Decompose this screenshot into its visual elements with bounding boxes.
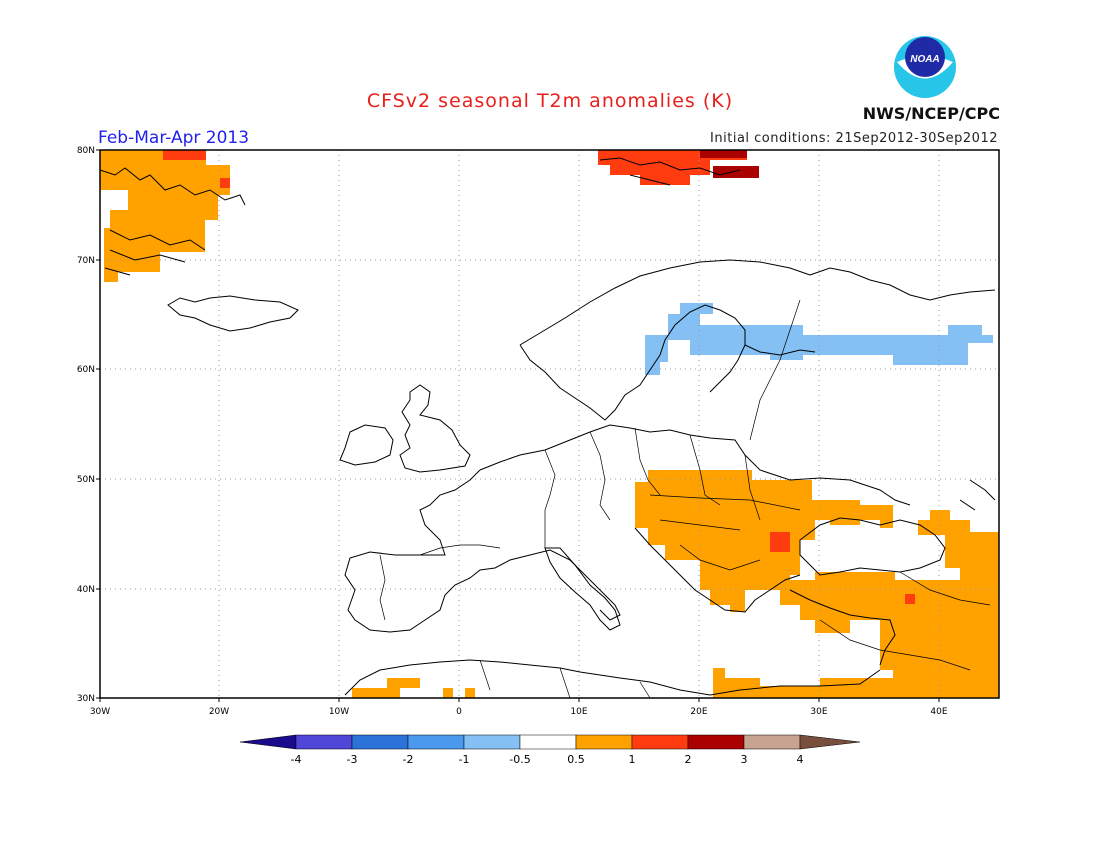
black-sea-coast bbox=[799, 517, 946, 576]
lat-label: 50N bbox=[77, 475, 95, 485]
british-isles-coast bbox=[399, 384, 471, 473]
colorbar bbox=[239, 734, 861, 750]
noaa-logo-text: NOAA bbox=[910, 54, 939, 65]
finland-russia-coast bbox=[744, 267, 996, 356]
colorbar-label: 3 bbox=[741, 753, 748, 766]
greenland-coast bbox=[99, 167, 246, 276]
colorbar-label: -4 bbox=[291, 753, 302, 766]
lon-label: 30W bbox=[90, 707, 110, 717]
lon-label: 20E bbox=[690, 707, 707, 717]
lat-label: 80N bbox=[77, 146, 95, 156]
colorbar-segment bbox=[799, 734, 861, 750]
colorbar-labels: -4 -3 -2 -1 -0.5 0.5 1 2 3 4 bbox=[291, 753, 804, 766]
lon-label: 30E bbox=[810, 707, 827, 717]
agency-label: NWS/NCEP/CPC bbox=[862, 104, 1000, 123]
colorbar-segment bbox=[631, 734, 689, 750]
colorbar-segment bbox=[575, 734, 633, 750]
anomaly-greenland bbox=[100, 150, 230, 282]
anomaly-shading bbox=[100, 150, 999, 698]
colorbar-label: 0.5 bbox=[567, 753, 585, 766]
lon-label: 0 bbox=[456, 707, 462, 717]
colorbar-label: -1 bbox=[459, 753, 470, 766]
scandinavia-coast bbox=[519, 259, 811, 421]
colorbar-label: 2 bbox=[685, 753, 692, 766]
coastlines bbox=[99, 157, 996, 696]
turkey-coast bbox=[789, 589, 896, 666]
colorbar-segment bbox=[463, 734, 521, 750]
colorbar-segment bbox=[239, 734, 297, 750]
lat-label: 70N bbox=[77, 256, 95, 266]
map-frame bbox=[99, 149, 1000, 699]
anomaly-turkey-middle-east bbox=[780, 510, 999, 698]
anomaly-greenland-red bbox=[163, 150, 206, 160]
italy-coast bbox=[544, 547, 621, 631]
colorbar-label: -2 bbox=[403, 753, 414, 766]
anomaly-north-africa bbox=[713, 668, 893, 698]
lon-label: 20W bbox=[209, 707, 229, 717]
colorbar-segment bbox=[519, 734, 577, 750]
noaa-logo: NOAA bbox=[894, 36, 956, 98]
colorbar-segment bbox=[351, 734, 409, 750]
caspian-coast bbox=[959, 479, 996, 511]
map-title: CFSv2 seasonal T2m anomalies (K) bbox=[366, 90, 734, 112]
ireland-coast bbox=[339, 424, 394, 466]
country-borders bbox=[379, 299, 991, 699]
colorbar-label: 1 bbox=[629, 753, 636, 766]
svalbard-coast bbox=[599, 157, 741, 186]
africa-coast bbox=[344, 659, 881, 696]
colorbar-label: -3 bbox=[347, 753, 358, 766]
lat-label: 30N bbox=[77, 694, 95, 704]
colorbar-segment bbox=[407, 734, 465, 750]
lon-label: 10W bbox=[329, 707, 349, 717]
initial-conditions-label: Initial conditions: 21Sep2012-30Sep2012 bbox=[710, 131, 998, 146]
latitude-labels: 80N 70N 60N 50N 40N 30N bbox=[77, 146, 95, 704]
lat-label: 60N bbox=[77, 365, 95, 375]
colorbar-label: 4 bbox=[797, 753, 804, 766]
colorbar-label: -0.5 bbox=[509, 753, 530, 766]
map-ticks bbox=[96, 149, 940, 702]
anomaly-svalbard-east bbox=[713, 166, 759, 178]
colorbar-segment bbox=[743, 734, 801, 750]
colorbar-segment bbox=[295, 734, 353, 750]
iceland-coast bbox=[167, 295, 299, 332]
longitude-labels: 30W 20W 10W 0 10E 20E 30E 40E bbox=[90, 707, 948, 717]
balkans-coast bbox=[634, 527, 801, 613]
lon-label: 40E bbox=[930, 707, 947, 717]
colorbar-segment bbox=[687, 734, 745, 750]
season-label: Feb-Mar-Apr 2013 bbox=[98, 128, 250, 148]
lat-label: 40N bbox=[77, 585, 95, 595]
lon-label: 10E bbox=[570, 707, 587, 717]
